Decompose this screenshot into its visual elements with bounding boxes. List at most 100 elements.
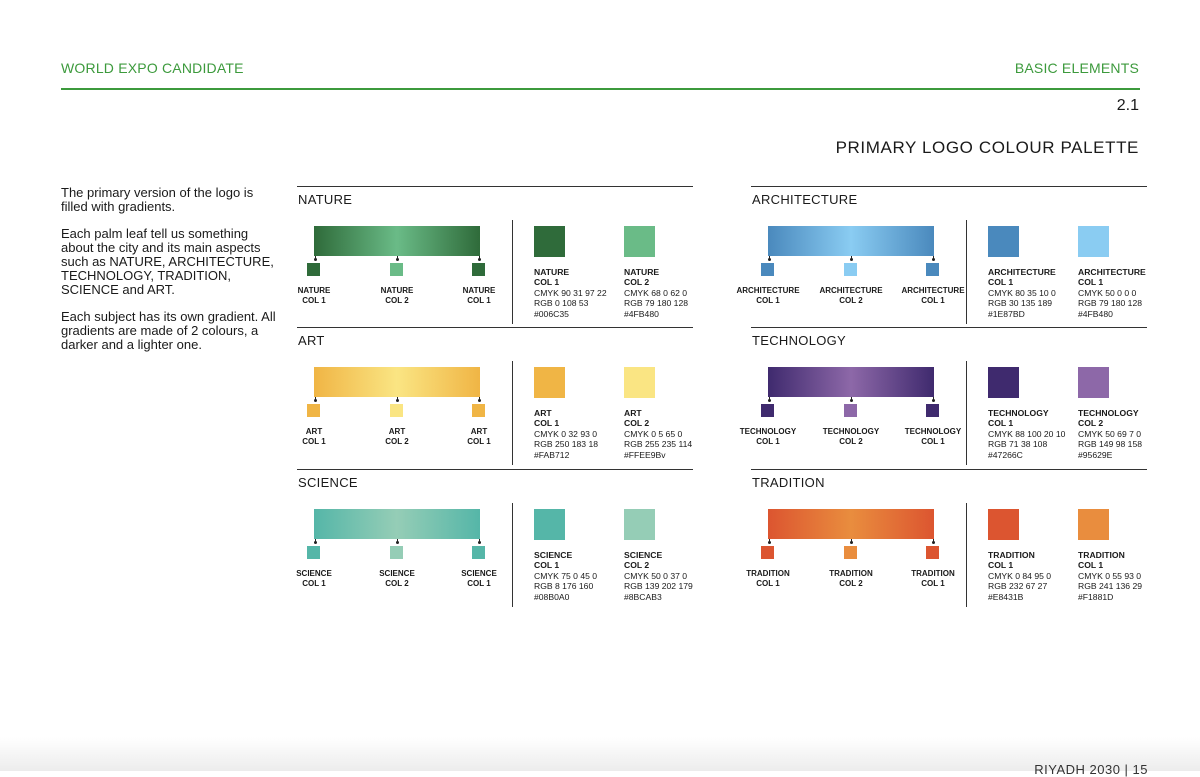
- vertical-divider: [512, 361, 513, 465]
- color-swatch-large: [534, 226, 565, 257]
- color-spec: ART COL 1 CMYK 0 32 93 0 RGB 250 183 18 #FAB…: [534, 408, 599, 460]
- color-swatch-small: [761, 263, 774, 276]
- swatch-label: TECHNOLOGY COL 1: [904, 427, 962, 446]
- gradient-bar: [314, 226, 480, 256]
- color-swatch-small: [844, 546, 857, 559]
- color-swatch-small: [761, 404, 774, 417]
- swatch-label: SCIENCE COL 1: [296, 569, 332, 588]
- palette-section-technology: TECHNOLOGY TECHNOLOGY COL 1 TECHNOLOGY COL…: [740, 327, 1147, 467]
- footer-page-number: RIYADH 2030 | 15: [1034, 762, 1148, 777]
- gradient-marker: [478, 256, 481, 261]
- color-swatch-small: [390, 263, 403, 276]
- swatch-label: TECHNOLOGY COL 2: [822, 427, 880, 446]
- swatch-label: TECHNOLOGY COL 1: [739, 427, 797, 446]
- gradient-bar: [768, 509, 934, 539]
- vertical-divider: [966, 503, 967, 607]
- color-swatch-small: [844, 404, 857, 417]
- swatch-label: NATURE COL 1: [297, 286, 331, 305]
- gradient-marker: [314, 397, 317, 402]
- section-number: 2.1: [1116, 97, 1139, 114]
- section-divider: [751, 186, 1147, 187]
- color-swatch-small: [926, 404, 939, 417]
- color-swatch-small: [844, 263, 857, 276]
- color-swatch-small: [307, 263, 320, 276]
- swatch-label: ARCHITECTURE COL 1: [736, 286, 800, 305]
- gradient-marker: [396, 539, 399, 544]
- section-title: ARCHITECTURE: [752, 192, 858, 207]
- gradient-bar: [768, 367, 934, 397]
- swatch-label: NATURE COL 2: [380, 286, 414, 305]
- color-spec: ARCHITECTURE COL 1 CMYK 50 0 0 0 RGB 79 180…: [1078, 267, 1146, 319]
- palette-section-tradition: TRADITION TRADITION COL 1 TRADITION COL 2 …: [746, 469, 1147, 609]
- gradient-marker: [850, 539, 853, 544]
- color-swatch-large: [1078, 509, 1109, 540]
- intro-text: The primary version of the logo is fille…: [61, 186, 276, 365]
- color-spec: TECHNOLOGY COL 2 CMYK 50 69 7 0 RGB 149 98 …: [1078, 408, 1143, 460]
- swatch-label: SCIENCE COL 1: [461, 569, 497, 588]
- section-divider: [751, 469, 1147, 470]
- color-spec: TRADITION COL 1 CMYK 0 55 93 0 RGB 241 136 …: [1078, 550, 1143, 602]
- color-spec: SCIENCE COL 2 CMYK 50 0 37 0 RGB 139 202 17…: [624, 550, 693, 602]
- color-swatch-large: [1078, 226, 1109, 257]
- color-spec: NATURE COL 1 CMYK 90 31 97 22 RGB 0 108 53 #…: [534, 267, 607, 319]
- gradient-marker: [314, 256, 317, 261]
- swatch-label: TRADITION COL 1: [746, 569, 790, 588]
- section-title: TECHNOLOGY: [752, 333, 847, 348]
- color-swatch-small: [307, 404, 320, 417]
- palette-section-nature: NATURE NATURE COL 1 NATURE COL 2 NATURE COL…: [297, 186, 693, 326]
- vertical-divider: [966, 361, 967, 465]
- gradient-marker: [932, 256, 935, 261]
- vertical-divider: [966, 220, 967, 324]
- color-swatch-small: [390, 404, 403, 417]
- swatch-label: ARCHITECTURE COL 2: [819, 286, 883, 305]
- gradient-marker: [768, 539, 771, 544]
- section-title: ART: [298, 333, 325, 348]
- color-swatch-small: [761, 546, 774, 559]
- color-spec: TRADITION COL 1 CMYK 0 84 95 0 RGB 232 67 2…: [988, 550, 1052, 602]
- swatch-label: ART COL 2: [385, 427, 409, 446]
- color-swatch-large: [624, 509, 655, 540]
- color-swatch-large: [1078, 367, 1109, 398]
- swatch-label: SCIENCE COL 2: [379, 569, 415, 588]
- section-divider: [751, 327, 1147, 328]
- document-title: WORLD EXPO CANDIDATE: [61, 60, 244, 76]
- swatch-label: TRADITION COL 1: [911, 569, 955, 588]
- swatch-label: NATURE COL 1: [462, 286, 496, 305]
- gradient-marker: [850, 397, 853, 402]
- gradient-marker: [932, 397, 935, 402]
- color-swatch-large: [624, 367, 655, 398]
- palette-section-architecture: ARCHITECTURE ARCHITECTURE COL 1 ARCHITECT…: [736, 186, 1147, 326]
- color-spec: ARCHITECTURE COL 1 CMYK 80 35 10 0 RGB 30 1…: [988, 267, 1056, 319]
- color-swatch-large: [988, 367, 1019, 398]
- swatch-label: TRADITION COL 2: [829, 569, 873, 588]
- header-divider: [61, 88, 1140, 90]
- color-swatch-small: [926, 546, 939, 559]
- section-title: NATURE: [298, 192, 353, 207]
- gradient-marker: [396, 397, 399, 402]
- color-swatch-large: [534, 367, 565, 398]
- intro-paragraph: Each palm leaf tell us something about t…: [61, 226, 274, 297]
- color-swatch-small: [472, 404, 485, 417]
- color-swatch-large: [988, 226, 1019, 257]
- color-spec: ART COL 2 CMYK 0 5 65 0 RGB 255 235 114 #FFE…: [624, 408, 693, 460]
- page-title: PRIMARY LOGO COLOUR PALETTE: [835, 138, 1139, 157]
- color-spec: SCIENCE COL 1 CMYK 75 0 45 0 RGB 8 176 160 #…: [534, 550, 598, 602]
- swatch-label: ARCHITECTURE COL 1: [901, 286, 965, 305]
- section-divider: [297, 186, 693, 187]
- gradient-marker: [768, 256, 771, 261]
- color-swatch-small: [307, 546, 320, 559]
- gradient-marker: [932, 539, 935, 544]
- vertical-divider: [512, 220, 513, 324]
- vertical-divider: [512, 503, 513, 607]
- intro-paragraph: The primary version of the logo is fille…: [61, 185, 254, 214]
- color-swatch-small: [926, 263, 939, 276]
- swatch-label: ART COL 1: [302, 427, 326, 446]
- gradient-bar: [314, 509, 480, 539]
- intro-paragraph: Each subject has its own gradient. All g…: [61, 309, 276, 352]
- color-swatch-small: [472, 263, 485, 276]
- gradient-marker: [478, 397, 481, 402]
- palette-section-science: SCIENCE SCIENCE COL 1 SCIENCE COL 2 SCIENC…: [296, 469, 693, 609]
- swatch-label: ART COL 1: [467, 427, 491, 446]
- section-title: SCIENCE: [298, 475, 358, 490]
